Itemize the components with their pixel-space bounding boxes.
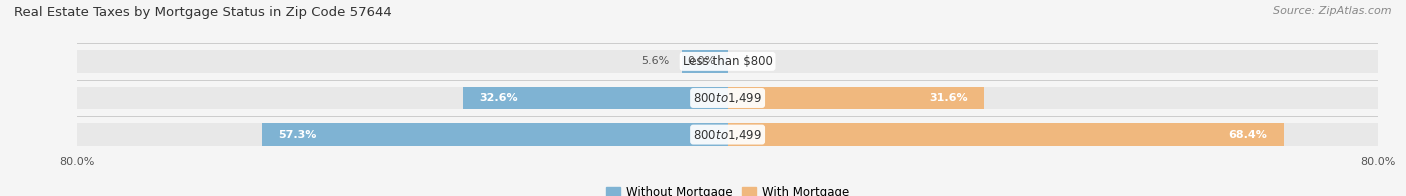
Text: 5.6%: 5.6% xyxy=(641,56,669,66)
Legend: Without Mortgage, With Mortgage: Without Mortgage, With Mortgage xyxy=(602,182,853,196)
Text: $800 to $1,499: $800 to $1,499 xyxy=(693,91,762,105)
Bar xyxy=(77,123,1378,146)
Bar xyxy=(728,123,1284,146)
Text: 68.4%: 68.4% xyxy=(1229,130,1267,140)
Text: $800 to $1,499: $800 to $1,499 xyxy=(693,128,762,142)
Text: 32.6%: 32.6% xyxy=(479,93,517,103)
Text: 31.6%: 31.6% xyxy=(929,93,969,103)
Bar xyxy=(728,87,984,109)
Text: 0.0%: 0.0% xyxy=(688,56,716,66)
Bar xyxy=(77,87,1378,109)
Bar xyxy=(262,123,728,146)
Text: Less than $800: Less than $800 xyxy=(683,55,772,68)
Bar xyxy=(463,87,728,109)
Text: Source: ZipAtlas.com: Source: ZipAtlas.com xyxy=(1274,6,1392,16)
Bar xyxy=(77,50,1378,73)
Text: 57.3%: 57.3% xyxy=(278,130,316,140)
Text: Real Estate Taxes by Mortgage Status in Zip Code 57644: Real Estate Taxes by Mortgage Status in … xyxy=(14,6,392,19)
Bar xyxy=(682,50,728,73)
